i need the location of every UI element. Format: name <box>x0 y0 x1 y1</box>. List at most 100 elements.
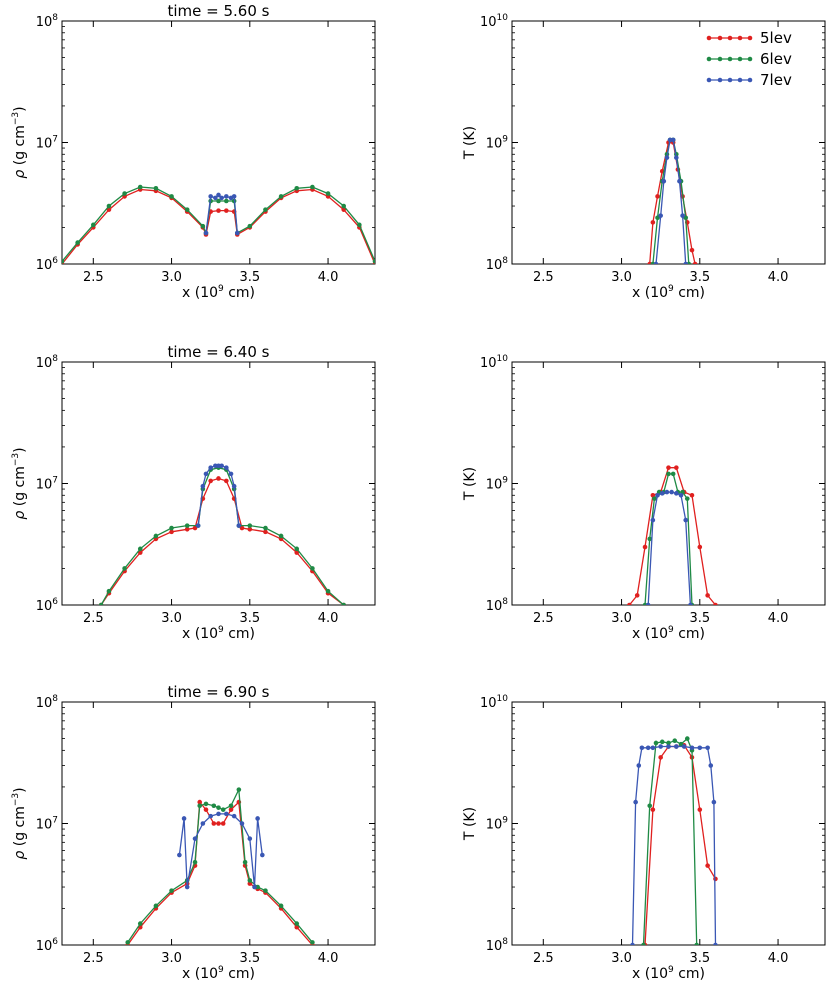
legend-marker-5lev <box>747 35 753 41</box>
data-point-7lev <box>219 195 224 201</box>
data-point-5lev <box>203 807 209 812</box>
plot-frame <box>61 361 376 606</box>
data-point-7lev <box>711 799 717 805</box>
legend-marker-7lev <box>747 77 753 83</box>
x-tick-label: 4.0 <box>768 611 789 626</box>
chart-title: time = 5.60 s <box>168 2 270 20</box>
data-point-7lev <box>231 483 237 489</box>
y-tick-label: 107 <box>36 135 58 152</box>
plot-frame <box>511 701 826 946</box>
data-point-5lev <box>655 194 660 199</box>
data-point-7lev <box>645 602 651 605</box>
data-point-7lev <box>216 192 221 198</box>
chart-title: time = 6.90 s <box>168 683 270 701</box>
data-point-7lev <box>208 465 213 470</box>
data-point-7lev <box>669 489 674 495</box>
y-axis-label: T (K) <box>462 467 478 501</box>
data-point-7lev <box>200 821 206 826</box>
data-point-6lev <box>294 921 300 926</box>
data-point-6lev <box>310 184 315 190</box>
x-axis-label: x (109 cm) <box>182 284 255 301</box>
data-point-6lev <box>224 198 229 204</box>
data-point-5lev <box>658 755 663 760</box>
y-tick-label: 108 <box>36 694 59 711</box>
data-point-7lev <box>664 155 670 160</box>
data-point-6lev <box>169 888 174 893</box>
series-line-7lev <box>647 491 692 605</box>
data-point-7lev <box>208 813 213 819</box>
data-point-7lev <box>705 745 710 751</box>
data-point-5lev <box>627 602 632 605</box>
data-point-6lev <box>200 223 206 229</box>
data-point-6lev <box>341 602 346 605</box>
y-tick-label: 108 <box>486 256 509 273</box>
data-point-7lev <box>661 178 667 184</box>
data-point-7lev <box>674 744 679 749</box>
x-tick-label: 2.5 <box>83 951 104 966</box>
data-point-7lev <box>208 194 213 199</box>
data-point-6lev <box>666 471 671 477</box>
data-point-6lev <box>184 523 190 528</box>
x-tick-label: 4.0 <box>318 270 339 285</box>
y-tick-label: 106 <box>36 937 59 954</box>
x-axis-label: x (109 cm) <box>182 965 255 981</box>
data-point-6lev <box>62 259 65 264</box>
series-line-5lev <box>649 141 696 264</box>
series-group <box>630 736 718 945</box>
data-point-6lev <box>278 194 284 199</box>
data-point-7lev <box>683 517 689 523</box>
data-point-6lev <box>641 942 646 945</box>
data-point-6lev <box>216 198 221 204</box>
x-tick-label: 4.0 <box>318 611 339 626</box>
data-point-6lev <box>684 496 690 501</box>
series-group <box>125 787 315 945</box>
y-tick-label: 107 <box>36 816 58 833</box>
data-point-6lev <box>75 240 80 245</box>
data-point-5lev <box>137 550 143 555</box>
data-point-7lev <box>177 852 182 858</box>
panel-5: 106 107 108 2.5 3.0 3.5 4.0 x (109 cm) ρ (g cm−3… <box>11 683 376 981</box>
data-point-5lev <box>692 261 698 264</box>
data-point-6lev <box>263 207 268 212</box>
data-point-5lev <box>650 807 656 812</box>
data-point-5lev <box>224 208 229 213</box>
data-point-5lev <box>294 550 300 555</box>
data-point-5lev <box>674 465 679 470</box>
data-point-6lev <box>228 803 234 809</box>
data-point-7lev <box>697 745 703 751</box>
x-tick-label: 3.5 <box>239 611 260 626</box>
data-point-7lev <box>231 194 237 199</box>
y-tick-label: 108 <box>486 597 509 614</box>
data-point-7lev <box>650 517 656 523</box>
data-point-6lev <box>220 807 226 812</box>
data-point-7lev <box>664 489 670 495</box>
data-point-5lev <box>697 544 703 550</box>
data-point-7lev <box>670 137 676 143</box>
data-point-6lev <box>247 523 253 528</box>
legend-label-7lev: 7lev <box>760 71 792 89</box>
data-point-6lev <box>278 533 284 539</box>
data-point-6lev <box>647 536 653 542</box>
y-tick-label: 106 <box>36 597 59 614</box>
series-group <box>98 463 346 605</box>
data-point-5lev <box>211 821 217 826</box>
data-point-7lev <box>645 745 651 751</box>
x-tick-label: 4.0 <box>768 270 789 285</box>
data-point-5lev <box>184 526 190 532</box>
y-tick-label: 1010 <box>480 354 508 371</box>
data-point-6lev <box>122 566 127 571</box>
x-axis-label: x (109 cm) <box>182 625 255 642</box>
panel-3: 106 107 108 2.5 3.0 3.5 4.0 x (109 cm) ρ (g cm−3… <box>11 343 376 642</box>
data-point-6lev <box>357 222 362 228</box>
data-point-5lev <box>689 492 695 498</box>
y-tick-label: 1010 <box>480 694 508 711</box>
series-line-7lev <box>655 139 687 264</box>
data-point-7lev <box>224 194 229 199</box>
legend-marker-6lev <box>737 56 743 62</box>
data-point-5lev <box>239 525 245 531</box>
data-point-7lev <box>195 523 201 528</box>
data-point-7lev <box>203 471 209 477</box>
data-point-7lev <box>655 492 660 498</box>
series-group <box>62 184 375 264</box>
